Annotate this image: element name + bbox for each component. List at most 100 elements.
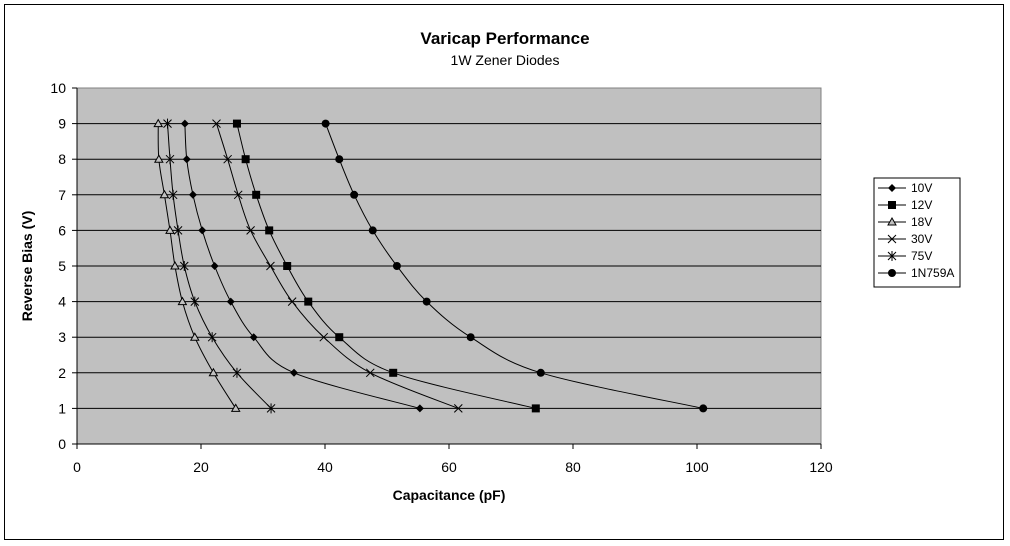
x-tick-label: 0: [73, 459, 81, 475]
y-tick-label: 2: [58, 365, 66, 381]
data-point: [319, 332, 329, 342]
data-point: [170, 260, 180, 270]
series-18V: [153, 118, 241, 412]
data-point: [392, 262, 401, 270]
data-point: [422, 297, 431, 306]
chart-subtitle: 1W Zener Diodes: [451, 52, 560, 68]
y-tick-labels: 0 1 2 3 4 5 6 7 8 9 10: [50, 80, 66, 452]
legend-label: 1N759A: [911, 266, 954, 280]
series-layer: [153, 118, 708, 414]
data-point: [266, 403, 276, 414]
data-point: [165, 154, 175, 165]
data-point: [232, 119, 241, 128]
data-point: [252, 190, 261, 199]
legend-label: 18V: [911, 215, 932, 229]
data-point: [304, 297, 313, 306]
series-30V: [212, 119, 463, 413]
series-10V: [180, 119, 424, 413]
x-axis-title: Capacitance (pF): [393, 487, 506, 503]
data-point: [241, 155, 250, 164]
data-point: [389, 368, 398, 377]
y-tick-label: 10: [50, 80, 66, 96]
y-tick-label: 3: [58, 329, 66, 345]
data-point: [180, 119, 189, 128]
data-point: [159, 189, 170, 199]
data-point: [368, 226, 377, 235]
data-point: [232, 367, 242, 378]
data-point: [283, 262, 292, 270]
data-point: [335, 155, 344, 164]
legend-marker: [887, 251, 897, 261]
y-tick-label: 7: [58, 187, 66, 203]
data-point: [699, 404, 708, 413]
data-point: [226, 297, 235, 306]
y-tick-label: 5: [58, 258, 66, 274]
data-point: [223, 154, 233, 164]
data-point: [153, 118, 164, 128]
x-tick-label: 80: [565, 459, 581, 475]
x-tick-label: 120: [809, 459, 833, 475]
legend-item: 75V: [878, 249, 932, 263]
legend-item: 10V: [878, 181, 932, 195]
data-point: [246, 226, 255, 235]
data-point: [287, 297, 297, 306]
series-1N759A: [321, 119, 708, 413]
data-point: [153, 154, 164, 163]
data-point: [230, 403, 241, 412]
data-point: [536, 368, 545, 377]
data-point: [265, 226, 274, 235]
data-point: [290, 368, 298, 377]
x-tick-label: 60: [441, 459, 457, 475]
data-point: [210, 262, 219, 270]
data-point: [350, 190, 359, 199]
y-tick-label: 1: [58, 400, 66, 416]
legend-item: 30V: [878, 232, 932, 246]
series-75V: [163, 118, 276, 414]
data-point: [177, 296, 188, 306]
legend-label: 10V: [911, 181, 932, 195]
data-point: [266, 261, 275, 271]
x-tick-label: 40: [317, 459, 333, 475]
axes: [72, 87, 822, 449]
legend-item: 18V: [878, 215, 932, 229]
legend: 10V 12V 18V 30V 75V 1N759A: [878, 181, 954, 280]
y-tick-label: 0: [58, 436, 66, 452]
legend-box: [873, 177, 961, 288]
data-point: [531, 404, 540, 413]
series-12V: [232, 119, 540, 413]
legend-marker: [888, 201, 896, 209]
y-tick-label: 6: [58, 222, 66, 238]
data-point: [207, 332, 217, 343]
legend-label: 12V: [911, 198, 932, 212]
data-point: [335, 333, 344, 342]
data-point: [453, 404, 463, 413]
data-point: [365, 368, 375, 378]
data-point: [321, 119, 330, 128]
chart-title: Varicap Performance: [420, 29, 589, 48]
data-point: [179, 261, 189, 271]
legend-item: 1N759A: [878, 266, 954, 280]
data-point: [212, 119, 221, 128]
data-point: [165, 225, 175, 234]
x-tick-label: 100: [685, 459, 709, 475]
y-tick-label: 9: [58, 116, 66, 132]
legend-marker: [887, 216, 897, 226]
legend-item: 12V: [878, 198, 932, 212]
legend-label: 75V: [911, 249, 932, 263]
data-point: [249, 333, 258, 342]
x-tick-label: 20: [193, 459, 209, 475]
data-point: [190, 296, 200, 307]
data-point: [198, 226, 207, 235]
data-point: [173, 225, 183, 236]
data-point: [188, 190, 197, 199]
legend-label: 30V: [911, 232, 932, 246]
y-axis-title: Reverse Bias (V): [19, 211, 35, 322]
legend-marker: [888, 184, 896, 192]
legend-marker: [887, 234, 897, 244]
data-point: [182, 155, 191, 164]
legend-marker: [888, 269, 896, 277]
data-point: [415, 404, 424, 413]
data-point: [466, 333, 475, 342]
data-point: [208, 367, 219, 377]
